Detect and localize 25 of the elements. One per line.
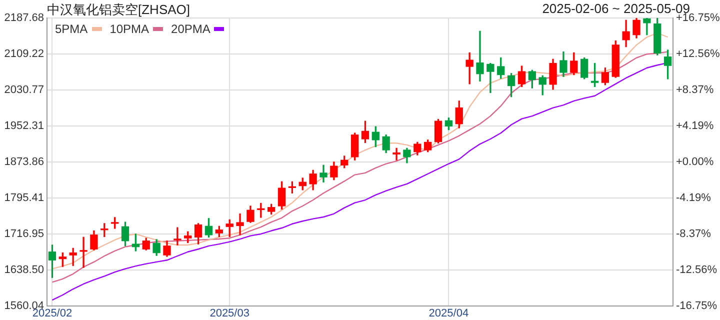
y-tick-label: 1638.50 <box>4 264 44 276</box>
candlestick <box>174 227 182 246</box>
y2-tick-label: -4.19% <box>676 192 712 204</box>
candlestick <box>110 217 119 229</box>
chart-title: 中汉氧化铝卖空[ZHSAO] <box>47 1 190 19</box>
y2-tick-label: +8.37% <box>676 84 714 96</box>
y2-tick-label: +16.75% <box>676 12 720 24</box>
y-tick-label: 1873.86 <box>4 156 44 168</box>
x-tick-label: 2025/04 <box>428 308 469 320</box>
y2-tick-label: -12.56% <box>676 264 718 276</box>
legend-label: 10PMA <box>110 22 150 36</box>
y2-tick-label: +4.19% <box>676 120 714 132</box>
y-tick-label: 2030.77 <box>4 84 44 96</box>
y2-tick-label: -16.75% <box>676 300 718 312</box>
y-tick-label: 1795.41 <box>4 192 44 204</box>
legend-label: 5PMA <box>55 22 88 36</box>
x-tick-label: 2025/03 <box>210 308 250 320</box>
y2-tick-label: +12.56% <box>676 48 720 60</box>
y2-tick-label: -8.37% <box>676 228 712 240</box>
y2-tick-label: +0.00% <box>676 156 714 168</box>
legend-label: 20PMA <box>171 22 210 36</box>
y-tick-label: 1952.31 <box>4 120 44 132</box>
y-tick-label: 2187.68 <box>4 12 44 24</box>
y-tick-label: 1716.95 <box>4 228 44 240</box>
y-tick-label: 2109.22 <box>4 48 44 60</box>
